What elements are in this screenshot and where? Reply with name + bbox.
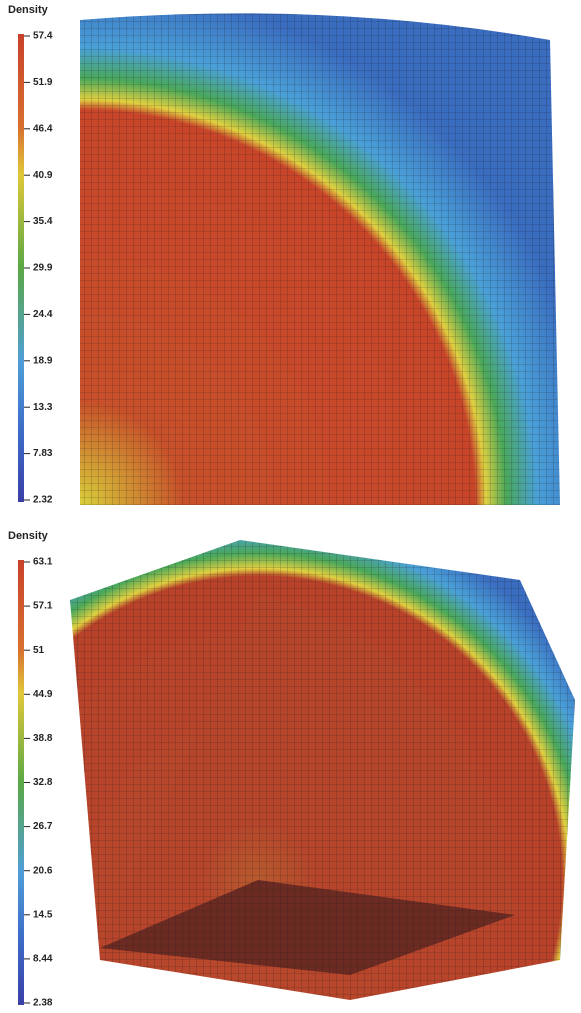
tick-label: 32.8 <box>33 777 53 788</box>
tick-label: 20.6 <box>33 865 53 876</box>
tick-label: 2.38 <box>33 998 53 1009</box>
tick-label: 51.9 <box>33 77 53 88</box>
tick-label: 63.1 <box>33 557 53 568</box>
tick-label: 24.4 <box>33 309 53 320</box>
tick-label: 13.3 <box>33 402 53 413</box>
tick-label: 29.9 <box>33 263 53 274</box>
tick-label: 51 <box>33 645 45 656</box>
tick-label: 46.4 <box>33 123 53 134</box>
colorbar <box>18 34 24 502</box>
tick-label: 7.83 <box>33 448 53 459</box>
tick-label: 18.9 <box>33 355 53 366</box>
tick-label: 2.32 <box>33 495 53 506</box>
tick-label: 57.1 <box>33 601 53 612</box>
mesh <box>70 540 575 1000</box>
colorbar-title: Density <box>8 530 49 542</box>
tick-label: 40.9 <box>33 170 53 181</box>
tick-label: 26.7 <box>33 821 53 832</box>
tick-label: 8.44 <box>33 954 53 965</box>
mesh <box>80 13 560 505</box>
tick-label: 38.8 <box>33 733 53 744</box>
tick-label: 57.4 <box>33 31 53 42</box>
tick-label: 14.5 <box>33 909 53 920</box>
colorbar-ticks: 57.4 51.9 46.4 40.9 35.4 29.9 24.4 18.9 13.3 7.83… <box>24 31 53 506</box>
colorbar-ticks: 63.1 57.1 51 44.9 38.8 32.8 26.7 20.6 14.5 8.44 2.… <box>24 557 53 1009</box>
tick-label: 35.4 <box>33 216 53 227</box>
colorbar-title: Density <box>8 4 49 16</box>
tick-label: 44.9 <box>33 689 53 700</box>
colorbar <box>18 560 24 1005</box>
